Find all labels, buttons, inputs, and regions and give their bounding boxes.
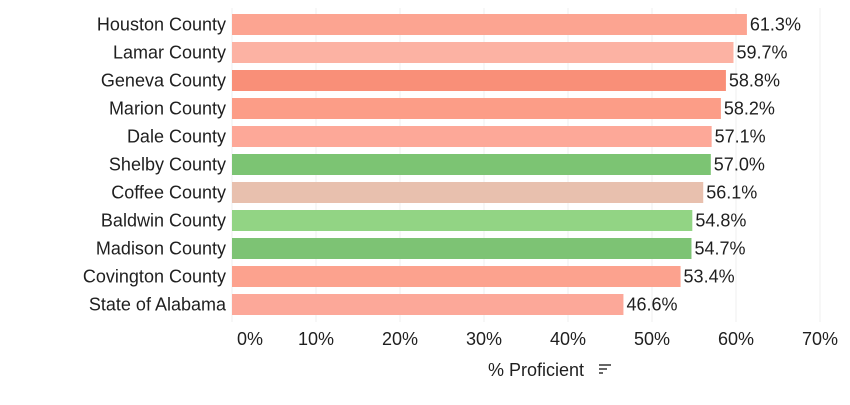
- bar[interactable]: [232, 266, 681, 287]
- category-label: Geneva County: [101, 71, 226, 91]
- category-label: Lamar County: [113, 43, 226, 63]
- category-label: Covington County: [83, 267, 226, 287]
- category-label: Coffee County: [111, 183, 226, 203]
- bar[interactable]: [232, 14, 747, 35]
- bar[interactable]: [232, 154, 711, 175]
- bar[interactable]: [232, 70, 726, 91]
- category-label: Marion County: [109, 99, 226, 119]
- x-tick-label: 60%: [718, 329, 754, 349]
- x-tick-label: 20%: [382, 329, 418, 349]
- x-tick-label: 10%: [298, 329, 334, 349]
- value-labels: 61.3% 59.7% 58.8% 58.2% 57.1% 57.0% 56.1% 54.8%…: [626, 15, 801, 315]
- value-label: 58.2%: [724, 99, 775, 119]
- bar[interactable]: [232, 42, 734, 63]
- category-label: Baldwin County: [101, 211, 226, 231]
- x-tick-label: 30%: [466, 329, 502, 349]
- bar[interactable]: [232, 294, 624, 315]
- value-label: 58.8%: [729, 71, 780, 91]
- bar[interactable]: [232, 210, 693, 231]
- x-tick-label: 50%: [634, 329, 670, 349]
- category-labels: Houston County Lamar County Geneva County M…: [83, 15, 227, 315]
- bar[interactable]: [232, 182, 704, 203]
- bar[interactable]: [232, 98, 721, 119]
- value-label: 57.1%: [715, 127, 766, 147]
- value-label: 53.4%: [684, 267, 735, 287]
- x-tick-label: 40%: [550, 329, 586, 349]
- value-label: 46.6%: [626, 295, 677, 315]
- value-label: 61.3%: [750, 15, 801, 35]
- value-label: 54.8%: [695, 211, 746, 231]
- value-label: 56.1%: [706, 183, 757, 203]
- value-label: 57.0%: [714, 155, 765, 175]
- category-label: Houston County: [97, 15, 226, 35]
- bar[interactable]: [232, 238, 692, 259]
- category-label: State of Alabama: [89, 295, 227, 315]
- category-label: Shelby County: [109, 155, 226, 175]
- x-tick-label: 0%: [237, 329, 263, 349]
- x-axis-title: % Proficient: [488, 360, 584, 380]
- x-tick-label: 70%: [802, 329, 838, 349]
- category-label: Madison County: [96, 239, 226, 259]
- value-label: 59.7%: [736, 43, 787, 63]
- category-label: Dale County: [127, 127, 226, 147]
- sort-descending-icon[interactable]: [599, 364, 611, 374]
- x-axis-ticks: 0% 10% 20% 30% 40% 50% 60% 70%: [237, 329, 838, 349]
- value-label: 54.7%: [694, 239, 745, 259]
- bar[interactable]: [232, 126, 712, 147]
- bars: [232, 14, 747, 315]
